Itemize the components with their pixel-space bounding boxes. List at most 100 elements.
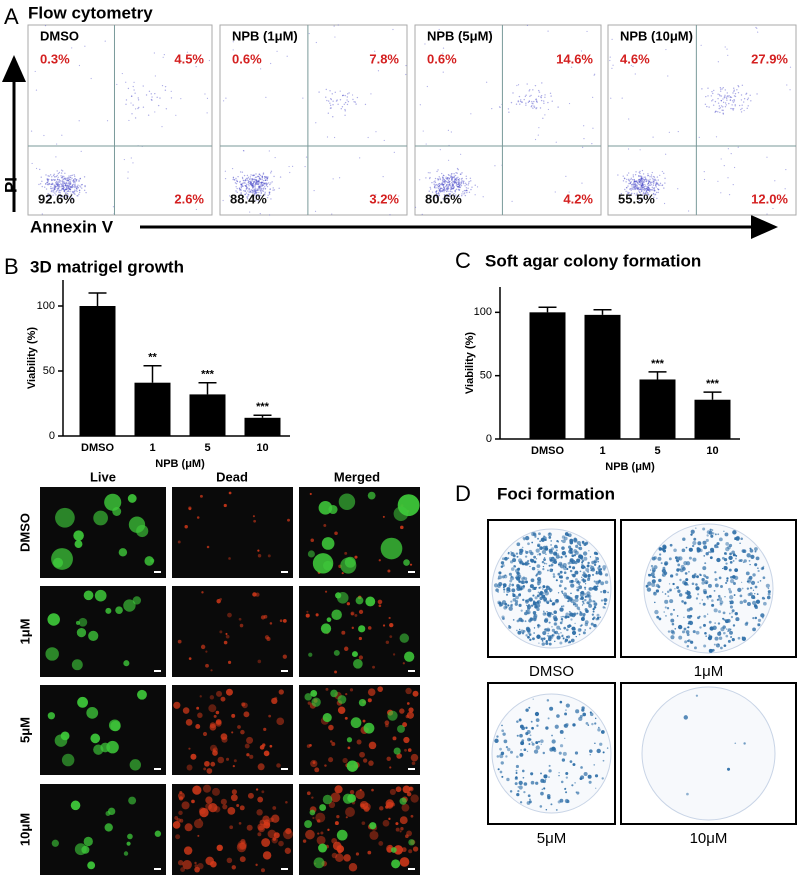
dot (467, 188, 468, 189)
focus (543, 592, 545, 594)
dot (644, 184, 645, 185)
dot (748, 97, 749, 98)
dot (541, 95, 542, 96)
focus (536, 635, 540, 639)
dot (61, 135, 62, 136)
dot (466, 178, 467, 179)
focus (595, 788, 596, 789)
focus (742, 588, 744, 590)
cell (403, 662, 405, 664)
cell (86, 707, 98, 719)
cell (307, 791, 311, 795)
focus (561, 781, 564, 784)
focus (542, 588, 544, 590)
dot (721, 109, 722, 110)
focus (729, 590, 732, 593)
focus (520, 801, 522, 803)
focus (559, 607, 563, 611)
cell (389, 635, 392, 638)
focus (603, 606, 605, 608)
focus (523, 630, 526, 633)
focus (651, 583, 655, 587)
cell (325, 591, 327, 593)
plate (644, 524, 773, 653)
focus (731, 616, 733, 618)
focus (547, 602, 549, 604)
dot (435, 182, 436, 183)
focus (719, 577, 722, 580)
focus (679, 579, 681, 581)
dot (251, 180, 252, 181)
cell (386, 757, 390, 761)
focus (696, 597, 698, 599)
dot (470, 113, 471, 114)
dot (699, 137, 700, 138)
cell (313, 553, 333, 573)
cell (345, 807, 355, 817)
focus (728, 588, 731, 591)
dot (637, 186, 638, 187)
focus (716, 643, 720, 647)
focus (519, 734, 523, 738)
dot (343, 95, 344, 96)
cell (310, 539, 314, 543)
focus (718, 610, 721, 613)
focus (571, 628, 573, 630)
focus (535, 712, 539, 716)
focus (553, 610, 557, 614)
cell (362, 821, 366, 825)
focus (571, 580, 574, 583)
dot (256, 182, 257, 183)
focus (517, 568, 520, 571)
dot (448, 184, 449, 185)
cell (188, 748, 190, 750)
focus (562, 758, 565, 761)
dot (40, 183, 41, 184)
focus (520, 741, 524, 745)
x-tick-label: 5 (654, 445, 660, 457)
dot (633, 174, 634, 175)
dot (61, 170, 62, 171)
focus (697, 593, 699, 595)
dot (38, 184, 39, 185)
focus (726, 580, 728, 582)
focus (746, 571, 750, 575)
cell (232, 789, 237, 794)
cell (390, 789, 396, 795)
cell (255, 864, 257, 866)
dot (62, 180, 63, 181)
dot (463, 181, 464, 182)
focus (574, 782, 575, 783)
focus (752, 617, 754, 619)
dot (76, 188, 77, 189)
dot (722, 88, 723, 89)
dot (728, 103, 729, 104)
focus (520, 581, 523, 584)
focus (729, 595, 733, 599)
dot (738, 147, 739, 148)
focus (590, 754, 591, 755)
cell (404, 749, 407, 752)
focus (515, 603, 518, 606)
focus (593, 611, 595, 613)
dot (464, 190, 465, 191)
dot (419, 179, 420, 180)
focus (553, 561, 554, 562)
dot (240, 171, 241, 172)
dot (255, 179, 256, 180)
dot (452, 184, 453, 185)
dot (271, 181, 272, 182)
focus (762, 597, 765, 600)
focus (508, 557, 510, 559)
focus (725, 635, 728, 638)
dot (741, 99, 742, 100)
dot (60, 183, 61, 184)
focus (516, 772, 518, 774)
focus (564, 713, 567, 716)
dot (750, 100, 751, 101)
focus (669, 583, 670, 584)
dot (638, 176, 639, 177)
focus (690, 615, 692, 617)
dot (449, 181, 450, 182)
focus (604, 603, 607, 606)
